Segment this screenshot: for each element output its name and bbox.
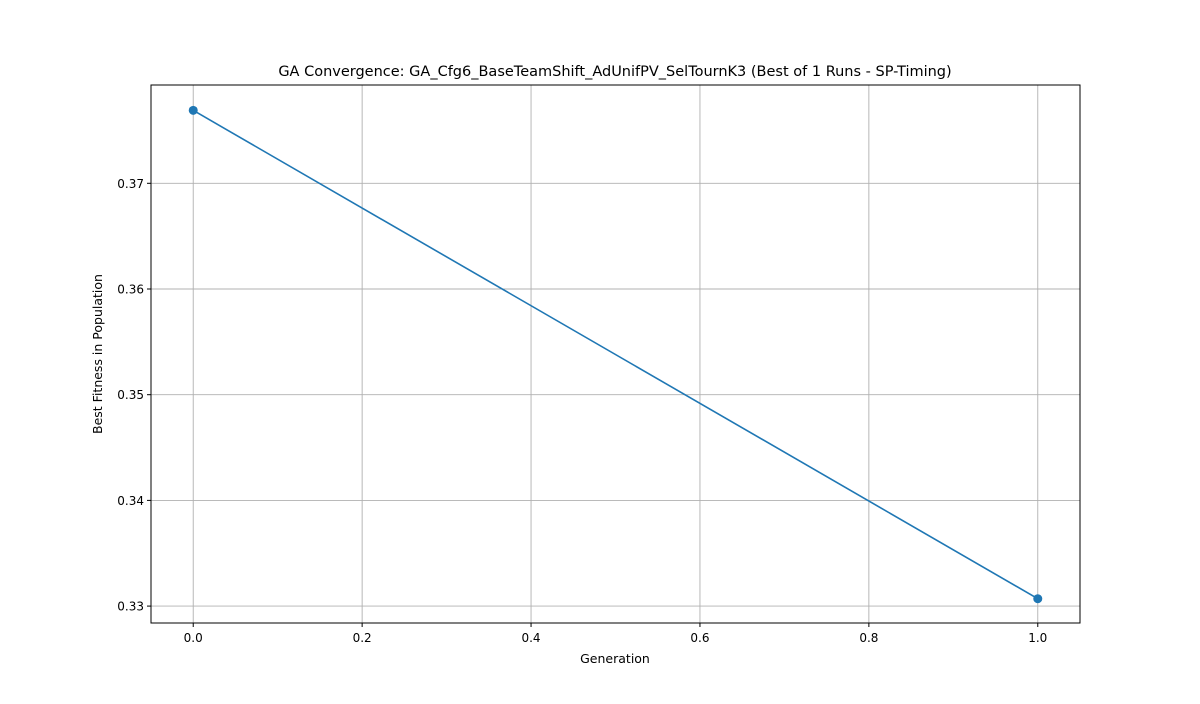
y-tick-label: 0.37 xyxy=(117,177,144,191)
x-tick-label: 0.2 xyxy=(353,631,372,645)
series-line xyxy=(192,109,1039,600)
y-tick-label: 0.35 xyxy=(117,388,144,402)
y-tick-label: 0.36 xyxy=(117,282,144,296)
data-point xyxy=(1033,594,1043,604)
grid-lines xyxy=(151,85,1080,623)
x-axis-label: Generation xyxy=(580,651,650,666)
y-tick-label: 0.34 xyxy=(117,494,144,508)
axis-ticks: 0.0 0.2 0.4 0.6 0.8 1.0 0.33 0.34 0.35 0.36 0.37 xyxy=(117,177,1047,645)
plot-area-frame xyxy=(150,84,1081,624)
chart-title: GA Convergence: GA_Cfg6_BaseTeamShift_Ad… xyxy=(278,64,951,80)
x-tick-label: 1.0 xyxy=(1028,631,1047,645)
data-point xyxy=(188,105,198,115)
x-tick-label: 0.4 xyxy=(521,631,540,645)
x-tick-label: 0.6 xyxy=(690,631,709,645)
y-tick-label: 0.33 xyxy=(117,600,144,614)
series-layer xyxy=(188,105,1043,604)
x-tick-label: 0.0 xyxy=(184,631,203,645)
y-axis-label: Best Fitness in Population xyxy=(90,274,105,434)
x-tick-label: 0.8 xyxy=(859,631,878,645)
